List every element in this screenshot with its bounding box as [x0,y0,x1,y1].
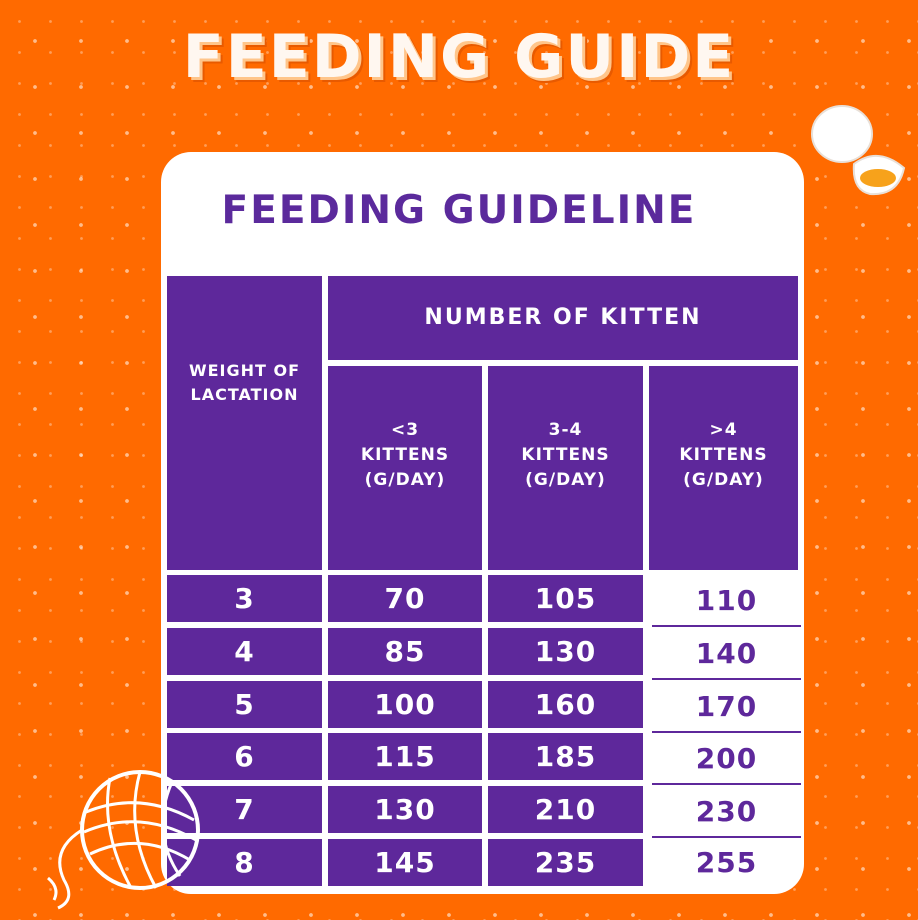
kittens-3-4-cell: 130 [488,628,643,675]
kittens-3-4-cell: 105 [488,575,643,622]
weight-cell: 5 [167,681,322,728]
kittens-3-4-cell: 210 [488,786,643,833]
weight-cell: 8 [167,839,322,886]
kittens-over-4-cell: 140 [652,628,801,680]
kittens-3-4-cell: 235 [488,839,643,886]
kittens-over-4-cell: 200 [652,733,801,785]
weight-cell: 3 [167,575,322,622]
kittens-over-4-cell: 230 [652,786,801,838]
kittens-over-4-cell: 170 [652,681,801,733]
kittens-under-3-cell: 100 [328,681,482,728]
kittens-3-4-header: 3-4 KITTENS (G/DAY) [488,366,643,570]
kittens-3-4-cell: 185 [488,733,643,780]
kittens-3-4-cell: 160 [488,681,643,728]
kittens-under-3-cell: 145 [328,839,482,886]
kittens-over-4-cell: 110 [652,575,801,627]
kittens-over-4-cell: 255 [695,845,758,879]
kittens-under-3-cell: 85 [328,628,482,675]
weight-cell: 7 [167,786,322,833]
egg-icon [811,105,906,196]
yarn-ball-icon [47,770,200,910]
weight-cell: 6 [167,733,322,780]
weight-of-lactation-header: WEIGHT OF LACTATION [167,276,322,570]
kittens-over-4-header: >4 KITTENS (G/DAY) [649,366,798,570]
card-title: FEEDING GUIDELINE [221,188,697,233]
page-title: FEEDING GUIDE [182,22,736,92]
kittens-under-3-cell: 115 [328,733,482,780]
weight-cell: 4 [167,628,322,675]
kittens-under-3-cell: 70 [328,575,482,622]
kittens-under-3-header: <3 KITTENS (G/DAY) [328,366,482,570]
kittens-under-3-cell: 130 [328,786,482,833]
number-of-kitten-header: NUMBER OF KITTEN [328,276,798,360]
